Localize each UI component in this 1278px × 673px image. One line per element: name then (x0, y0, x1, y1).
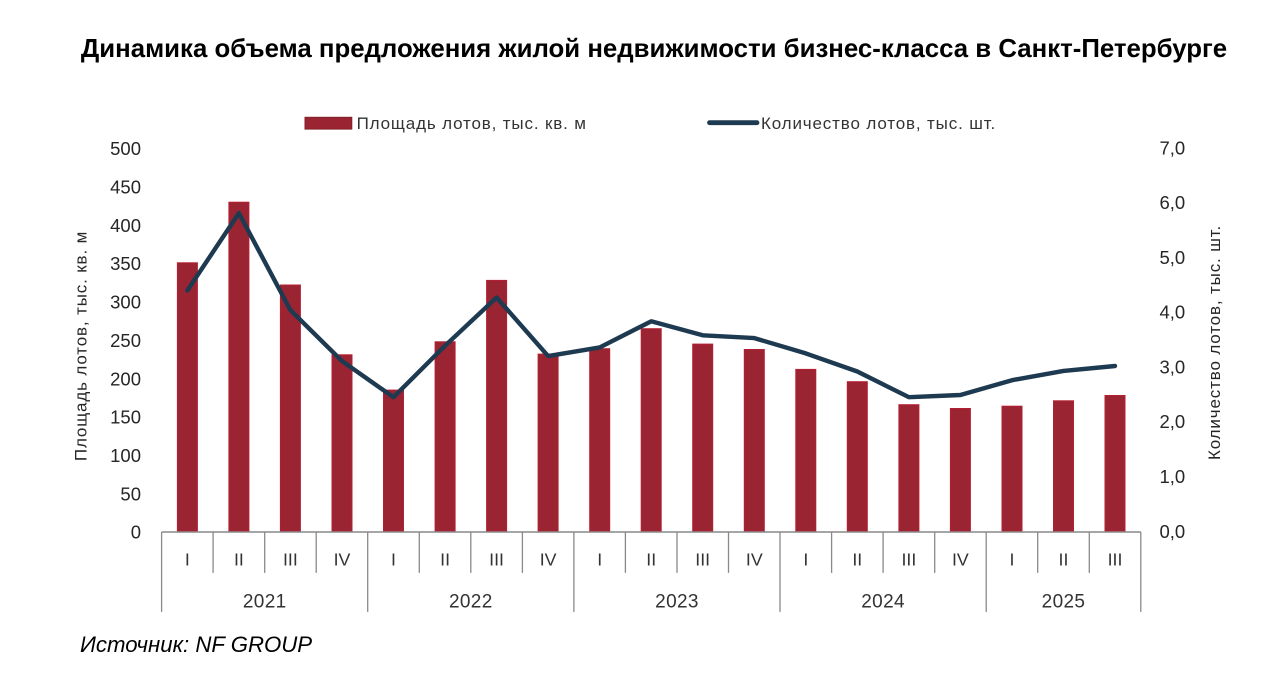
svg-text:II: II (234, 550, 244, 570)
svg-text:II: II (1059, 550, 1069, 570)
svg-text:250: 250 (110, 330, 141, 351)
svg-text:III: III (489, 550, 504, 570)
svg-text:4,0: 4,0 (1160, 302, 1186, 323)
svg-text:450: 450 (110, 177, 141, 198)
svg-text:2021: 2021 (243, 591, 287, 612)
svg-text:150: 150 (110, 407, 141, 428)
svg-text:IV: IV (540, 550, 557, 570)
svg-text:400: 400 (110, 215, 141, 236)
svg-text:I: I (391, 550, 396, 570)
svg-text:I: I (597, 550, 602, 570)
svg-text:6,0: 6,0 (1160, 192, 1186, 213)
svg-text:IV: IV (952, 550, 969, 570)
svg-text:2025: 2025 (1042, 591, 1086, 612)
svg-text:IV: IV (334, 550, 351, 570)
svg-text:50: 50 (120, 483, 141, 504)
svg-text:1,0: 1,0 (1160, 466, 1186, 487)
svg-text:III: III (901, 550, 916, 570)
svg-text:300: 300 (110, 292, 141, 313)
svg-text:7,0: 7,0 (1160, 137, 1186, 158)
svg-text:350: 350 (110, 253, 141, 274)
svg-text:IV: IV (746, 550, 763, 570)
svg-text:Динамика объема предложения жи: Динамика объема предложения жилой недвиж… (81, 35, 1227, 63)
svg-text:200: 200 (110, 368, 141, 389)
svg-text:2022: 2022 (449, 591, 493, 612)
svg-text:2023: 2023 (655, 591, 699, 612)
svg-text:Количество лотов, тыс. шт.: Количество лотов, тыс. шт. (761, 114, 996, 133)
svg-text:II: II (646, 550, 656, 570)
svg-text:100: 100 (110, 445, 141, 466)
svg-text:5,0: 5,0 (1160, 247, 1186, 268)
svg-text:Источник: NF GROUP: Источник: NF GROUP (80, 632, 312, 657)
svg-text:Площадь лотов, тыс. кв. м: Площадь лотов, тыс. кв. м (357, 114, 587, 133)
svg-text:III: III (1108, 550, 1123, 570)
svg-text:3,0: 3,0 (1160, 356, 1186, 377)
svg-text:2024: 2024 (861, 591, 905, 612)
svg-text:Площадь лотов, тыс. кв. м: Площадь лотов, тыс. кв. м (72, 231, 91, 461)
svg-text:I: I (803, 550, 808, 570)
svg-text:III: III (695, 550, 710, 570)
svg-text:0: 0 (131, 522, 141, 543)
svg-text:2,0: 2,0 (1160, 411, 1186, 432)
svg-text:II: II (440, 550, 450, 570)
svg-text:I: I (1010, 550, 1015, 570)
svg-text:Количество лотов, тыс. шт.: Количество лотов, тыс. шт. (1205, 225, 1224, 460)
svg-text:0,0: 0,0 (1160, 521, 1186, 542)
svg-text:500: 500 (110, 138, 141, 159)
svg-text:II: II (852, 550, 862, 570)
svg-text:I: I (185, 550, 190, 570)
svg-text:III: III (283, 550, 298, 570)
